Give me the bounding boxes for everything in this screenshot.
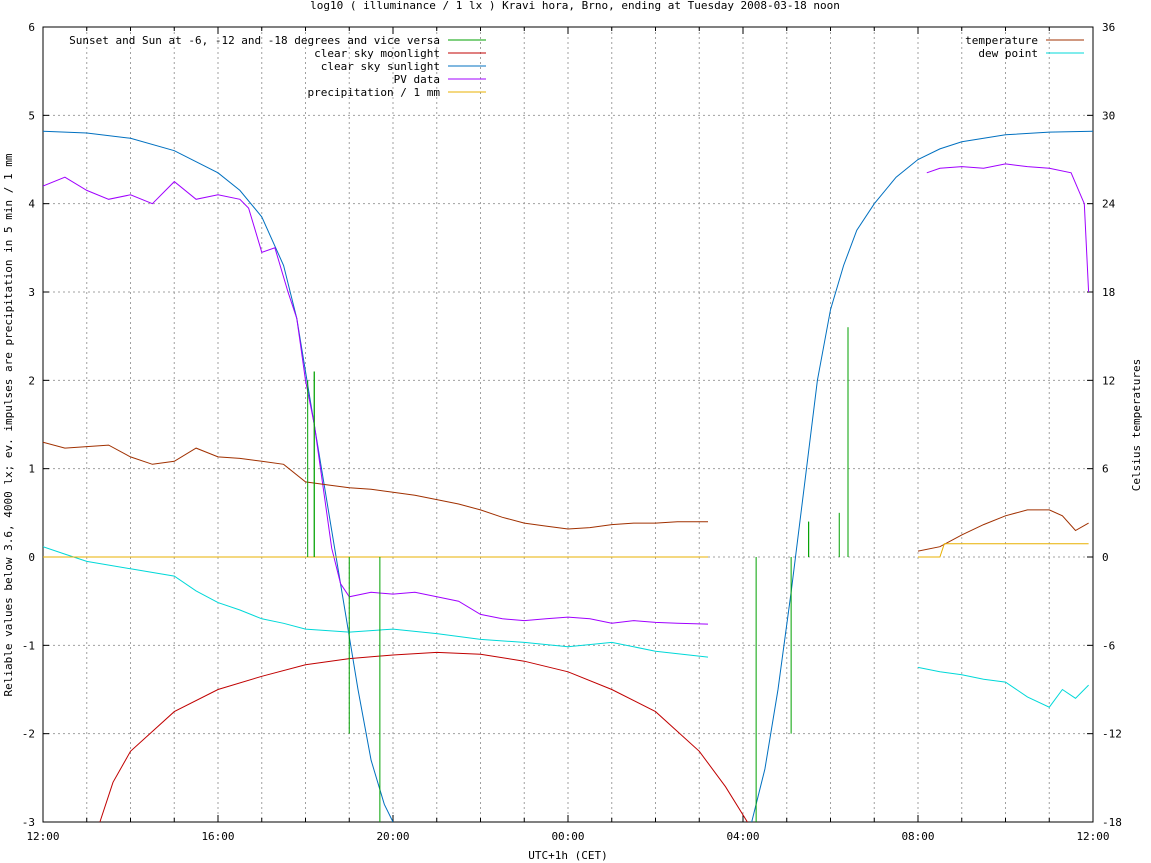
y-tick-label: 5: [28, 109, 35, 122]
y-tick-label: 0: [28, 551, 35, 564]
series-line-temperature: [43, 441, 708, 530]
y2-tick-label: 0: [1102, 551, 1109, 564]
x-tick-label: 20:00: [376, 830, 409, 843]
grid-lines: [43, 27, 1093, 822]
series-line-dew-point: [43, 546, 709, 658]
series-line-clear-sky-moonlight: [99, 651, 748, 822]
data-series: [43, 130, 1093, 822]
x-tick-label: 04:00: [726, 830, 759, 843]
legend-left-label: clear sky sunlight: [321, 60, 440, 73]
y-tick-label: 6: [28, 21, 35, 34]
legend-left-label: Sunset and Sun at -6, -12 and -18 degree…: [69, 34, 440, 47]
y2-tick-label: 18: [1102, 286, 1115, 299]
series-line-temperature: [917, 509, 1089, 552]
y2-tick-label: -6: [1102, 639, 1115, 652]
y2-tick-label: 6: [1102, 463, 1109, 476]
y-tick-label: 4: [28, 198, 35, 211]
x-tick-label: 12:00: [1076, 830, 1109, 843]
y2-tick-label: -18: [1102, 816, 1122, 829]
y-tick-label: -1: [22, 639, 35, 652]
chart-title: log10 ( illuminance / 1 lx ) Kravi hora,…: [310, 0, 840, 12]
y2-tick-label: 36: [1102, 21, 1115, 34]
series-line-pv-data: [926, 163, 1090, 293]
y2-tick-label: 24: [1102, 198, 1116, 211]
y-tick-label: -2: [22, 728, 35, 741]
series-line-clear-sky-sunlight: [751, 130, 1093, 822]
legend-left-label: PV data: [394, 73, 440, 86]
x-tick-label: 12:00: [26, 830, 59, 843]
y2-tick-label: 30: [1102, 109, 1115, 122]
legend-right-label: dew point: [978, 47, 1038, 60]
y-tick-label: 1: [28, 463, 35, 476]
series-line-dew-point: [917, 666, 1089, 708]
legend-right-label: temperature: [965, 34, 1038, 47]
series-line-precipitation-1-mm: [918, 543, 1089, 558]
series-line-pv-data: [43, 176, 709, 625]
legend-left-label: precipitation / 1 mm: [308, 86, 441, 99]
y-axis-label: Reliable values below 3.6, 4000 lx; ev. …: [2, 153, 15, 696]
x-tick-label: 16:00: [201, 830, 234, 843]
legend-left-label: clear sky moonlight: [314, 47, 440, 60]
y-tick-label: 2: [28, 374, 35, 387]
y-tick-label: 3: [28, 286, 35, 299]
x-tick-label: 00:00: [551, 830, 584, 843]
y-tick-label: -3: [22, 816, 35, 829]
legend: Sunset and Sun at -6, -12 and -18 degree…: [69, 34, 1084, 99]
x-axis-label: UTC+1h (CET): [528, 849, 607, 862]
y2-axis-label: Celsius temperatures: [1130, 359, 1143, 491]
x-tick-label: 08:00: [901, 830, 934, 843]
y2-tick-label: 12: [1102, 374, 1115, 387]
y2-tick-label: -12: [1102, 728, 1122, 741]
